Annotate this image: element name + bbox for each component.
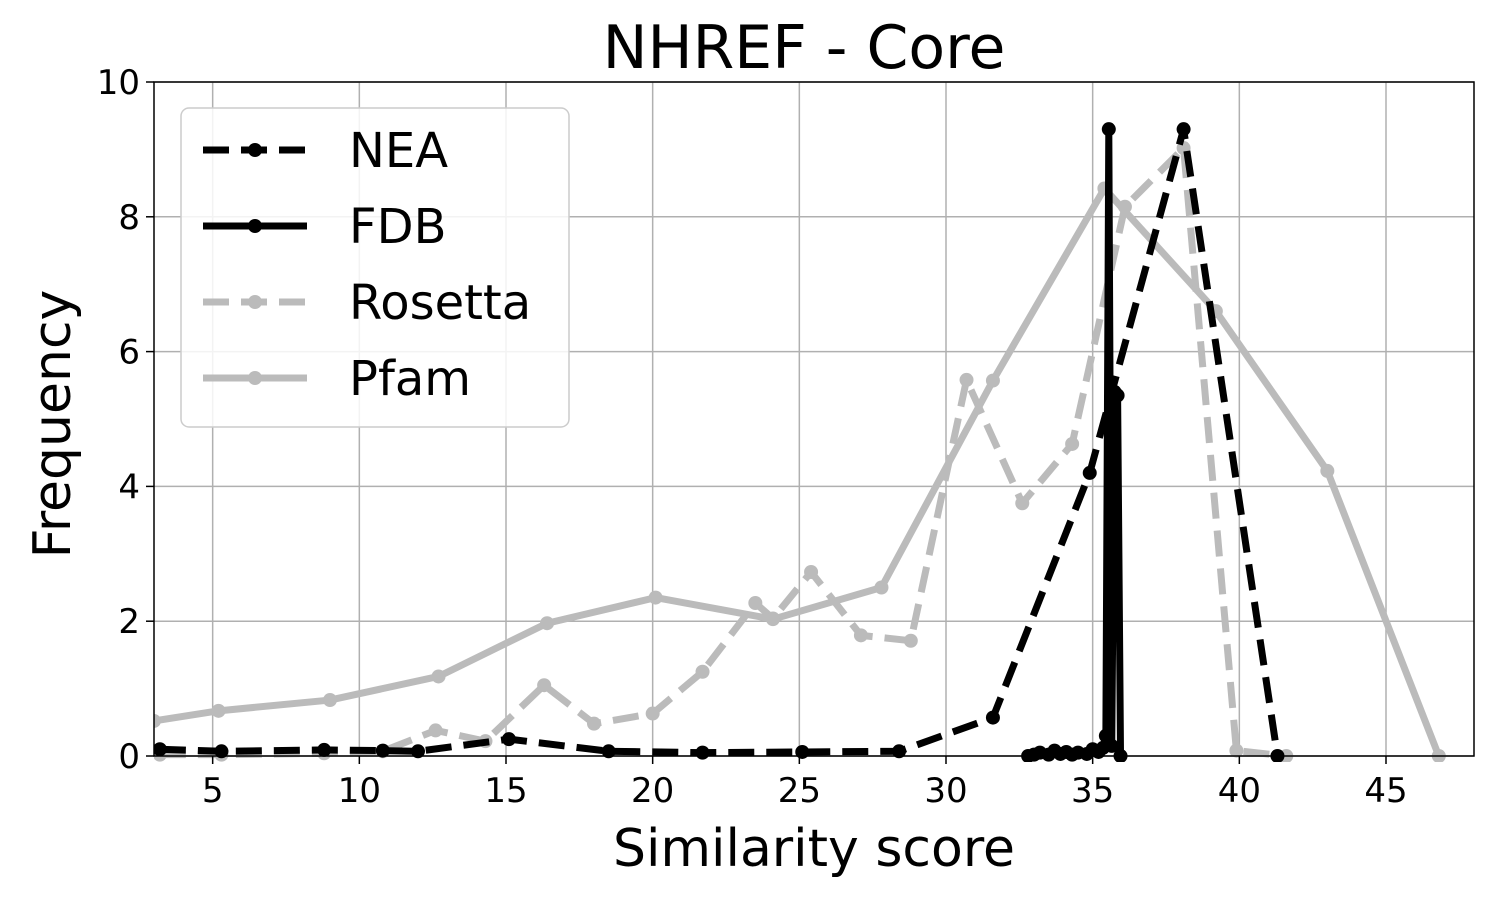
legend: NEA FDB Rosetta Pfam (180, 107, 570, 428)
data-point-rosetta (1229, 743, 1244, 758)
data-point-rosetta (428, 723, 443, 738)
data-point-rosetta (748, 596, 763, 611)
x-tick-label: 10 (338, 771, 381, 811)
data-point-rosetta (853, 628, 868, 643)
data-point-nea (501, 732, 516, 747)
data-point-rosetta (587, 716, 601, 731)
plot-frame (153, 81, 1475, 757)
y-tick-label: 6 (118, 333, 140, 373)
data-point-pfam (1320, 463, 1335, 478)
x-tick-label: 5 (202, 771, 224, 811)
series-group (154, 122, 1446, 762)
legend-item-rosetta: Rosetta (203, 275, 531, 331)
y-tick-label: 4 (118, 467, 140, 507)
legend-marker (248, 371, 262, 385)
data-point-nea (1082, 465, 1097, 480)
data-point-nea (411, 744, 425, 759)
x-tick-label: 40 (1218, 771, 1261, 811)
data-point-rosetta (903, 633, 918, 648)
data-point-nea (601, 744, 616, 759)
x-tick-label: 45 (1364, 771, 1407, 811)
data-point-pfam (431, 669, 446, 684)
legend-item-pfam: Pfam (203, 351, 471, 407)
data-point-nea (695, 745, 710, 760)
data-point-rosetta (1117, 199, 1132, 214)
legend-marker (248, 219, 262, 233)
chart-title: NHREF - Core (603, 13, 1006, 83)
x-tick-label: 35 (1071, 771, 1114, 811)
data-point-fdb (1098, 728, 1113, 743)
data-point-nea (375, 743, 390, 758)
x-tick-label: 20 (631, 771, 674, 811)
legend-marker (248, 143, 262, 157)
data-point-rosetta (537, 678, 552, 693)
data-point-pfam (648, 590, 663, 605)
data-point-fdb (1110, 388, 1125, 403)
data-point-pfam (985, 373, 1000, 388)
data-point-pfam (211, 703, 226, 718)
y-tick-label: 8 (118, 198, 140, 238)
data-point-fdb (1104, 738, 1119, 753)
x-tick-label: 30 (924, 771, 967, 811)
data-point-nea (154, 742, 167, 757)
series-line-rosetta (159, 144, 1287, 760)
series-nea (154, 122, 1285, 762)
x-axis-title: Similarity score (613, 819, 1015, 879)
data-point-pfam (323, 693, 337, 708)
data-point-fdb (1101, 122, 1116, 137)
y-tick-label: 2 (118, 602, 140, 642)
legend-label: NEA (349, 123, 448, 179)
data-point-nea (892, 744, 907, 759)
data-point-nea (317, 742, 332, 757)
data-point-rosetta (765, 611, 780, 626)
legend-label: FDB (349, 199, 447, 255)
legend-item-nea: NEA (203, 123, 448, 179)
data-point-nea (214, 744, 229, 759)
x-tick-label: 25 (778, 771, 821, 811)
data-point-rosetta (645, 706, 660, 721)
data-point-rosetta (959, 372, 974, 387)
y-tick-label: 0 (118, 737, 140, 777)
data-point-rosetta (1015, 496, 1030, 511)
x-tick-label: 15 (484, 771, 527, 811)
axis-ticks: 5 10 15 20 25 30 35 40 45 0 2 4 6 8 10 (97, 63, 1408, 811)
data-point-rosetta (1065, 436, 1080, 451)
data-point-pfam (540, 616, 555, 631)
legend-box (180, 107, 570, 428)
data-point-pfam (874, 580, 889, 595)
series-line-nea (159, 125, 1281, 757)
y-axis-title: Frequency (23, 290, 83, 559)
legend-item-fdb: FDB (203, 199, 447, 255)
y-tick-label: 10 (97, 63, 140, 103)
data-point-nea (795, 744, 810, 759)
legend-label: Rosetta (349, 275, 531, 331)
data-point-nea (1176, 122, 1191, 137)
legend-marker (248, 295, 262, 309)
data-point-nea (985, 710, 1000, 725)
data-point-rosetta (695, 664, 710, 679)
data-point-pfam (154, 713, 161, 728)
series-fdb (1021, 122, 1128, 762)
data-point-rosetta (804, 564, 819, 579)
legend-label: Pfam (349, 351, 471, 407)
